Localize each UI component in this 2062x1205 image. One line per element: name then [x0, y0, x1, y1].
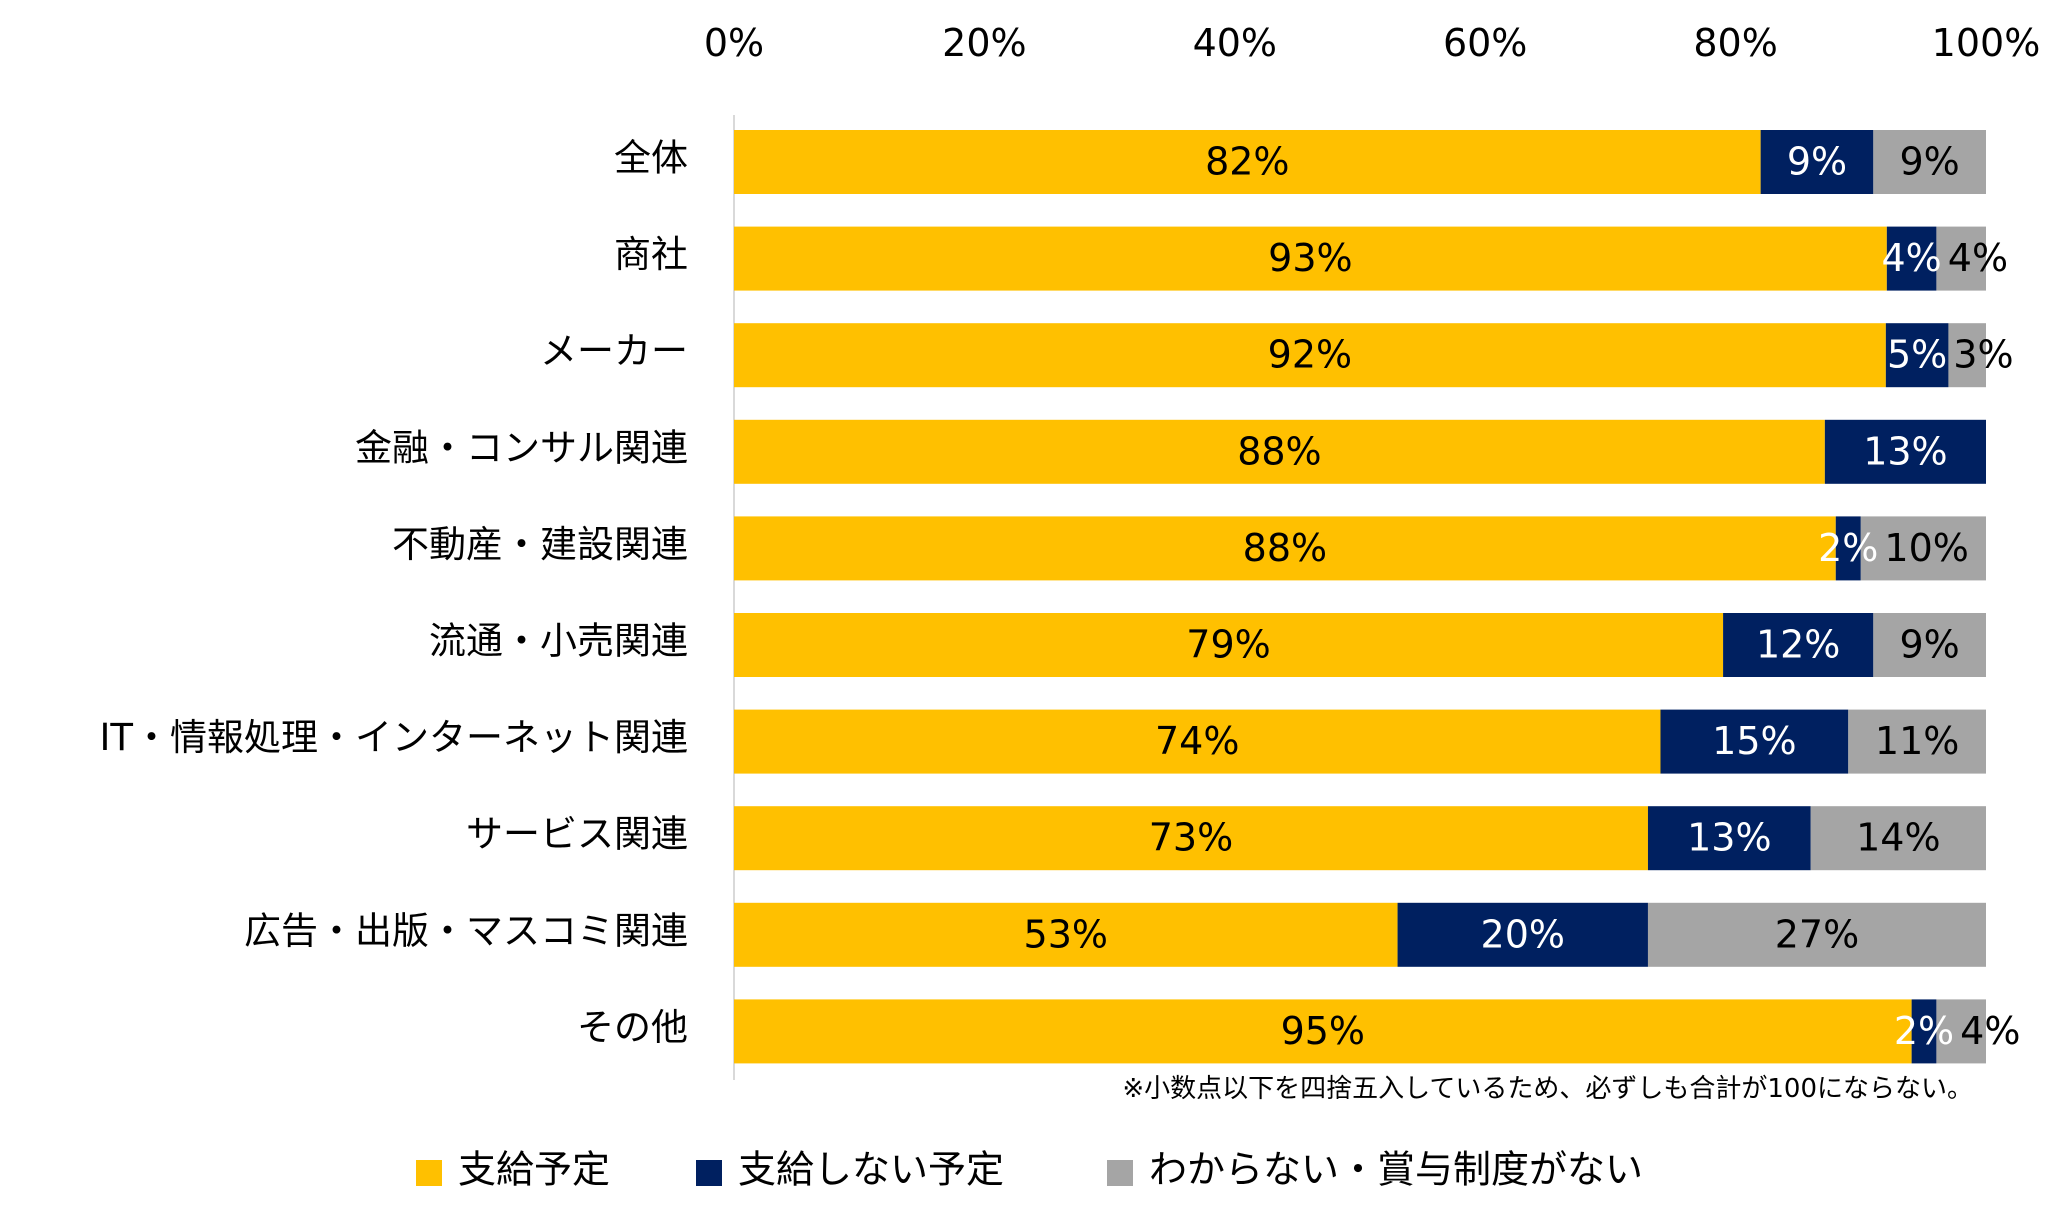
- bar-segment: [1647, 806, 1811, 871]
- bar-segment: [734, 902, 1398, 967]
- data-label: 15%: [1712, 719, 1796, 763]
- category-label: IT・情報処理・インターネット関連: [99, 716, 688, 759]
- bar-segment: [1810, 806, 1986, 871]
- bar-segment: [1873, 130, 1986, 194]
- data-label: 88%: [1237, 429, 1321, 473]
- bar-segment: [734, 806, 1648, 871]
- data-label: 9%: [1787, 140, 1847, 184]
- category-label: その他: [577, 1006, 688, 1049]
- footnote: ※小数点以下を四捨五入しているため、必ずしも合計が100にならない。: [1122, 1074, 1973, 1104]
- data-label: 92%: [1268, 333, 1352, 377]
- bar-segment: [1835, 516, 1861, 581]
- data-label: 53%: [1024, 912, 1108, 956]
- x-tick-label: 60%: [1443, 21, 1527, 65]
- legend-swatch: [1107, 1160, 1133, 1186]
- bar-segment: [1948, 323, 1986, 388]
- bar-segment: [1848, 709, 1986, 774]
- legend-label: 支給しない予定: [738, 1148, 1004, 1192]
- data-label: 20%: [1481, 912, 1565, 956]
- data-label: 4%: [1948, 236, 2008, 280]
- data-label: 9%: [1900, 623, 1960, 667]
- category-label: 金融・コンサル関連: [355, 426, 688, 469]
- bar-segment: [734, 613, 1724, 677]
- bar-segment: [734, 516, 1836, 581]
- x-tick-label: 80%: [1693, 21, 1777, 65]
- data-label: 5%: [1887, 333, 1947, 377]
- x-tick-label: 20%: [942, 21, 1026, 65]
- category-label: 商社: [614, 233, 688, 276]
- bar-segment: [1723, 613, 1874, 677]
- data-label: 2%: [1818, 526, 1878, 570]
- data-label: 73%: [1149, 816, 1233, 860]
- bar-segment: [734, 419, 1825, 484]
- bar-segment: [1936, 226, 1986, 291]
- data-label: 79%: [1186, 623, 1270, 667]
- legend-swatch: [696, 1160, 722, 1186]
- bar-segment: [1885, 323, 1949, 388]
- bar-segment: [734, 226, 1887, 291]
- bar-segment: [1647, 902, 1986, 967]
- bar-segment: [734, 709, 1661, 774]
- legend-label: 支給予定: [458, 1148, 610, 1192]
- data-label: 11%: [1875, 719, 1959, 763]
- category-label: サービス関連: [466, 813, 688, 856]
- data-label: 82%: [1205, 140, 1289, 184]
- bar-segment: [1860, 516, 1986, 581]
- data-label: 27%: [1775, 912, 1859, 956]
- data-label: 4%: [1960, 1009, 2020, 1053]
- legend-swatch: [416, 1160, 442, 1186]
- bar-segment: [1911, 999, 1937, 1064]
- x-tick-label: 0%: [704, 21, 764, 65]
- bar-segment: [1824, 419, 1986, 484]
- data-label: 95%: [1281, 1009, 1365, 1053]
- data-label: 12%: [1756, 623, 1840, 667]
- data-label: 3%: [1953, 333, 2013, 377]
- data-label: 10%: [1884, 526, 1968, 570]
- data-label: 88%: [1243, 526, 1327, 570]
- bar-segment: [1936, 999, 1986, 1064]
- category-label: 全体: [614, 137, 688, 180]
- bar-segment: [1886, 226, 1937, 291]
- bar-segment: [734, 323, 1886, 388]
- data-label: 2%: [1894, 1009, 1954, 1053]
- category-label: 広告・出版・マスコミ関連: [244, 909, 688, 952]
- data-label: 74%: [1155, 719, 1239, 763]
- data-label: 14%: [1856, 816, 1940, 860]
- legend-label: わからない・賞与制度がない: [1149, 1148, 1643, 1192]
- x-tick-label: 100%: [1932, 21, 2041, 65]
- data-label: 9%: [1900, 140, 1960, 184]
- data-label: 13%: [1863, 429, 1947, 473]
- category-label: 不動産・建設関連: [392, 523, 688, 566]
- bar-segment: [1397, 902, 1648, 967]
- bar-segment: [734, 999, 1912, 1064]
- category-label: メーカー: [540, 330, 688, 373]
- data-label: 4%: [1881, 236, 1941, 280]
- data-label: 13%: [1687, 816, 1771, 860]
- data-label: 93%: [1268, 236, 1352, 280]
- x-tick-label: 40%: [1193, 21, 1277, 65]
- bar-segment: [1760, 130, 1874, 194]
- category-label: 流通・小売関連: [429, 620, 688, 663]
- bar-segment: [1660, 709, 1849, 774]
- bar-segment: [1873, 613, 1986, 677]
- bar-segment: [734, 130, 1761, 194]
